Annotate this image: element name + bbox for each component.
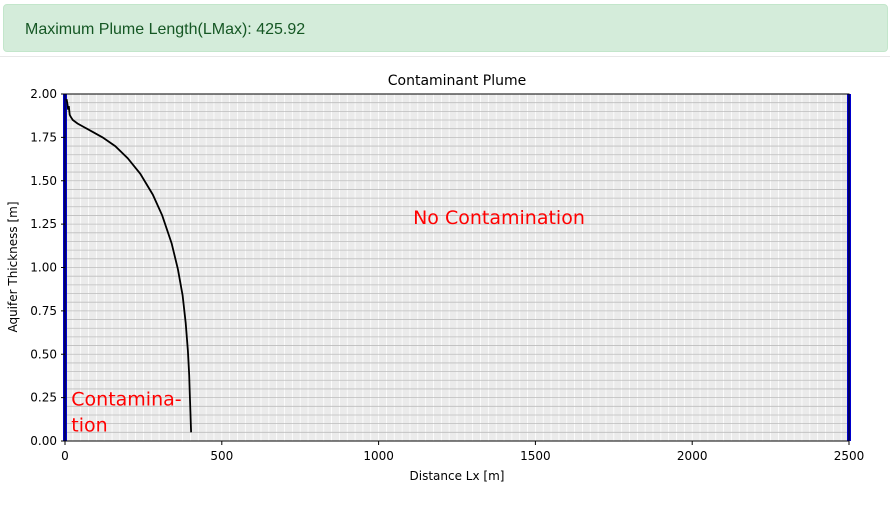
- y-tick-label: 1.25: [30, 217, 57, 231]
- x-tick-label: 500: [210, 449, 233, 463]
- chart-title: Contaminant Plume: [388, 73, 527, 89]
- annotation-text: No Contamination: [413, 207, 585, 229]
- y-tick-label: 1.75: [30, 130, 57, 144]
- y-tick-label: 1.00: [30, 261, 57, 275]
- plume-line: [65, 99, 192, 433]
- x-tick-label: 2500: [834, 449, 865, 463]
- y-tick-label: 1.50: [30, 174, 57, 188]
- x-tick-label: 0: [61, 449, 69, 463]
- x-tick-label: 1000: [363, 449, 394, 463]
- annotation-text: Contamina-tion: [71, 388, 181, 436]
- plume-length-alert: Maximum Plume Length(LMax): 425.92: [3, 4, 888, 52]
- annotation-line: No Contamination: [413, 207, 585, 229]
- y-tick-label: 0.25: [30, 391, 57, 405]
- plume-chart: Contaminant Plume 0 500 1000 1500 2000 2500 0.…: [6, 73, 864, 483]
- plume-series: [65, 99, 192, 433]
- x-axis-label: Distance Lx [m]: [410, 469, 505, 483]
- y-tick-label: 0.00: [30, 434, 57, 448]
- x-tick-label: 1500: [520, 449, 551, 463]
- plume-length-text: Maximum Plume Length(LMax): 425.92: [25, 21, 306, 38]
- annotation-line: tion: [71, 414, 107, 436]
- ticks: 0 500 1000 1500 2000 2500 0.00 0.25 0.50 0.75 1.00…: [30, 87, 864, 463]
- annotation-line: Contamina-: [71, 388, 181, 410]
- x-tick-label: 2000: [677, 449, 708, 463]
- y-axis-label: Aquifer Thickness [m]: [6, 201, 20, 332]
- grid: [64, 93, 850, 442]
- y-tick-label: 0.75: [30, 304, 57, 318]
- y-tick-label: 2.00: [30, 87, 57, 101]
- divider: [0, 56, 890, 57]
- y-tick-label: 0.50: [30, 347, 57, 361]
- annotations: No Contamination Contamina-tion: [71, 207, 585, 436]
